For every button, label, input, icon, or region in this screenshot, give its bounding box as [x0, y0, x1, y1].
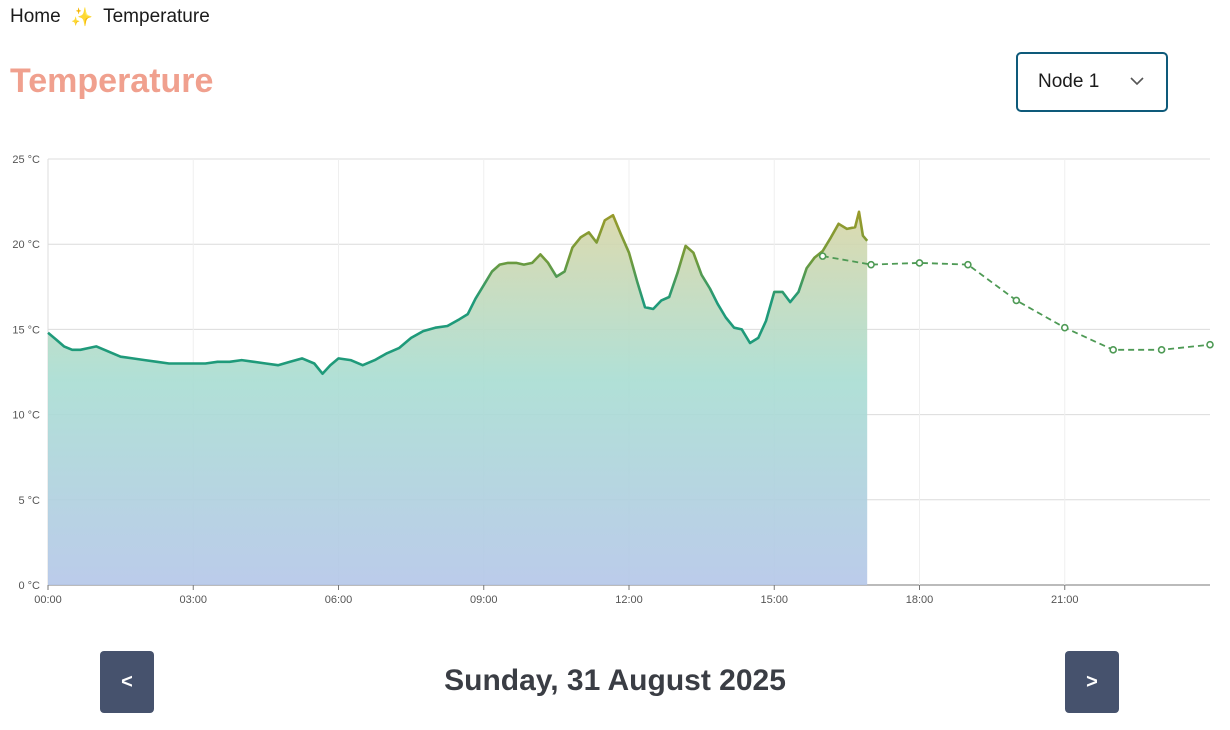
- page-title: Temperature: [10, 62, 214, 100]
- chart-series: [47, 210, 1214, 586]
- forecast-point: [818, 252, 827, 260]
- node-select-value: Node 1: [1038, 71, 1100, 92]
- forecast-point: [915, 259, 924, 267]
- forecast-point: [1157, 346, 1166, 354]
- x-tick-label: 09:00: [470, 594, 498, 606]
- y-tick-label: 25 °C: [12, 154, 40, 166]
- forecast-point: [1206, 340, 1214, 349]
- x-tick-label: 12:00: [615, 594, 643, 606]
- forecast-point: [1060, 323, 1069, 332]
- date-heading: Sunday, 31 August 2025: [444, 664, 786, 697]
- x-tick-label: 06:00: [325, 594, 353, 606]
- forecast-point: [1012, 296, 1021, 305]
- x-tick-label: 03:00: [179, 594, 207, 606]
- x-tick-label: 00:00: [34, 594, 62, 606]
- y-tick-label: 15 °C: [12, 324, 40, 336]
- temperature-chart: 0 °C 5 °C 10 °C 15 °C 20 °C 25 °C 00:00 03:00 0…: [0, 148, 1230, 618]
- measured-line: [47, 210, 869, 375]
- forecast-point: [1109, 346, 1117, 354]
- chevron-down-icon: [1130, 77, 1144, 86]
- x-tick-label: 21:00: [1051, 594, 1079, 606]
- forecast-line: [822, 255, 1211, 351]
- y-tick-label: 10 °C: [12, 410, 40, 422]
- y-tick-label: 5 °C: [18, 495, 40, 507]
- breadcrumb-current: Temperature: [103, 6, 210, 27]
- y-tick-label: 20 °C: [12, 239, 40, 251]
- previous-day-button[interactable]: <: [100, 651, 154, 713]
- chart-svg: 0 °C5 °C10 °C15 °C20 °C25 °C 00:00 03:00 0…: [12, 154, 1214, 606]
- node-select[interactable]: Node 1: [1016, 52, 1168, 112]
- next-day-button[interactable]: >: [1065, 651, 1119, 713]
- sparkles-icon: ✨: [70, 6, 94, 27]
- forecast-point: [964, 260, 972, 269]
- x-tick-label: 15:00: [760, 594, 788, 606]
- y-axis: 0 °C 5 °C 10 °C 15 °C 20 °C 25 °C: [12, 154, 40, 592]
- breadcrumb: Home ✨ Temperature: [10, 6, 210, 28]
- breadcrumb-home-link[interactable]: Home: [10, 6, 61, 27]
- measured-area: [48, 211, 868, 586]
- forecast-point: [867, 260, 875, 269]
- x-axis: 00:00 03:00 06:00 09:00 12:00 15:00 18:00 21:00: [34, 585, 1079, 606]
- y-tick-label: 0 °C: [18, 580, 40, 592]
- x-tick-label: 18:00: [906, 594, 934, 606]
